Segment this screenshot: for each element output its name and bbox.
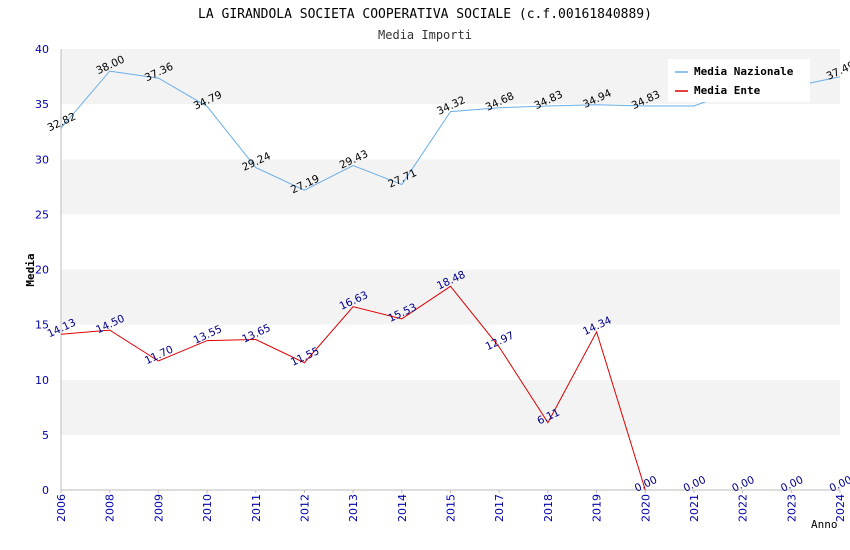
x-tick-label: 2020 <box>639 494 652 522</box>
y-tick-label: 15 <box>35 319 49 332</box>
grid-band <box>61 159 840 215</box>
y-tick-labels: 0 5 10 15 20 25 30 35 40 <box>35 43 49 497</box>
x-tick-label: 2015 <box>445 494 458 522</box>
grid-band <box>61 434 840 490</box>
x-tick-label: 2013 <box>347 494 360 522</box>
x-tick-label: 2022 <box>737 494 750 522</box>
legend-label-ente: Media Ente <box>694 84 761 97</box>
y-tick-label: 35 <box>35 98 49 111</box>
grid-band <box>61 269 840 325</box>
y-tick-label: 30 <box>35 153 49 166</box>
x-tick-label: 2008 <box>104 494 117 522</box>
x-tick-label: 2014 <box>396 494 409 522</box>
y-tick-label: 40 <box>35 43 49 56</box>
x-tick-label: 2010 <box>201 494 214 522</box>
grid-band <box>61 379 840 435</box>
chart-subtitle: Media Importi <box>378 28 472 42</box>
x-tick-label: 2006 <box>55 494 68 522</box>
grid-band <box>61 214 840 270</box>
legend-label-nazionale: Media Nazionale <box>694 65 794 78</box>
x-tick-labels: 2006 2008 2009 2010 2011 2012 2013 2014 2015 2017… <box>55 490 847 522</box>
y-tick-label: 0 <box>42 484 49 497</box>
x-tick-label: 2009 <box>152 494 165 522</box>
legend-box <box>668 59 810 102</box>
grid-band <box>61 324 840 380</box>
x-tick-label: 2024 <box>834 494 847 522</box>
y-tick-label: 25 <box>35 208 49 221</box>
y-tick-label: 20 <box>35 264 49 277</box>
chart-title: LA GIRANDOLA SOCIETA COOPERATIVA SOCIALE… <box>198 7 652 22</box>
x-tick-label: 2018 <box>542 494 555 522</box>
x-tick-label: 2017 <box>493 494 506 522</box>
x-tick-label: 2012 <box>298 494 311 522</box>
x-tick-label: 2023 <box>785 494 798 522</box>
series-line-ente <box>60 285 646 491</box>
y-tick-label: 5 <box>42 429 49 442</box>
y-tick-label: 10 <box>35 374 49 387</box>
legend: Media Nazionale Media Ente <box>668 59 810 102</box>
grid-band <box>61 104 840 160</box>
x-tick-label: 2019 <box>591 494 604 522</box>
y-axis-label: Media <box>24 253 37 286</box>
x-axis-label: Anno <box>811 518 838 531</box>
x-tick-label: 2021 <box>688 494 701 522</box>
x-tick-label: 2011 <box>250 494 263 522</box>
grid-bands <box>61 49 840 490</box>
